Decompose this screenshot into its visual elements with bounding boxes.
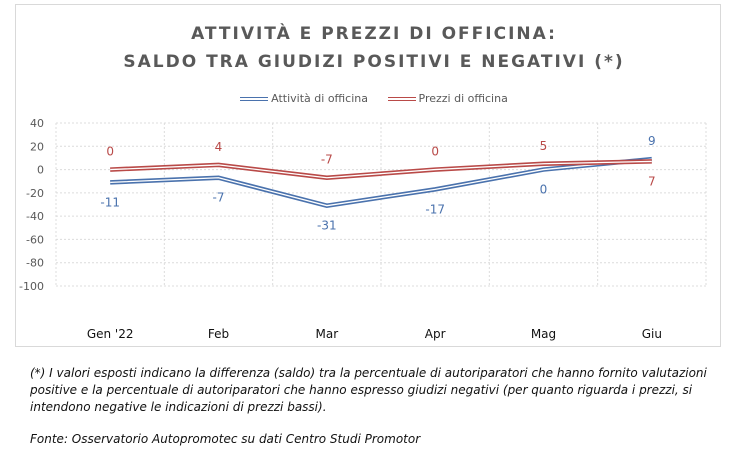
legend-item-prezzi: Prezzi di officina (387, 92, 508, 105)
data-label: 0 (106, 145, 114, 159)
data-label: -31 (317, 219, 337, 233)
data-label: -11 (100, 195, 120, 209)
chart-title-line2: SALDO TRA GIUDIZI POSITIVI E NEGATIVI (*… (123, 52, 625, 72)
x-tick-label: Apr (425, 327, 446, 341)
data-label: 7 (648, 174, 656, 188)
legend: Attività di officina Prezzi di officina (0, 92, 748, 105)
chart-title-line1: ATTIVITÀ E PREZZI DI OFFICINA: (191, 24, 557, 44)
legend-label: Prezzi di officina (418, 92, 508, 105)
footnote: (*) I valori esposti indicano la differe… (30, 366, 707, 414)
legend-item-attivita: Attività di officina (240, 92, 368, 105)
data-label: 0 (540, 183, 548, 197)
legend-swatch (240, 97, 269, 101)
y-tick-label: 40 (30, 117, 44, 130)
series-line-inner-1 (110, 160, 652, 179)
data-label: -7 (213, 191, 225, 205)
data-label: -17 (425, 202, 445, 216)
source-note: Fonte: Osservatorio Autopromotec su dati… (30, 432, 421, 446)
x-tick-label: Gen '22 (87, 327, 134, 341)
x-tick-label: Mar (316, 327, 339, 341)
data-label: 0 (431, 145, 439, 159)
legend-swatch (387, 97, 416, 101)
y-tick-label: -100 (19, 280, 44, 293)
data-label: 5 (540, 139, 548, 153)
data-label: 4 (215, 140, 223, 154)
series-line-inner-0 (110, 158, 652, 207)
legend-label: Attività di officina (271, 92, 369, 105)
chart-frame (15, 4, 721, 347)
x-tick-label: Mag (531, 327, 556, 341)
y-tick-label: -20 (26, 187, 44, 200)
y-tick-label: 0 (37, 164, 44, 177)
y-tick-label: -80 (26, 257, 44, 270)
x-tick-label: Feb (208, 327, 229, 341)
x-tick-label: Giu (642, 327, 662, 341)
y-tick-label: -40 (26, 210, 44, 223)
y-tick-label: -60 (26, 233, 44, 246)
y-tick-label: 20 (30, 140, 44, 153)
data-label: -7 (321, 153, 333, 167)
data-label: 9 (648, 134, 656, 148)
